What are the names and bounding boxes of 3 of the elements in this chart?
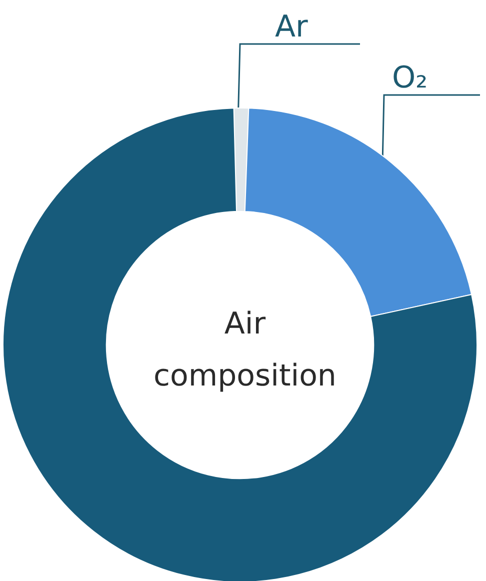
slice-label: O₂ xyxy=(392,60,428,96)
slice-label: Ar xyxy=(275,10,309,44)
text: Air composition xyxy=(154,306,336,394)
